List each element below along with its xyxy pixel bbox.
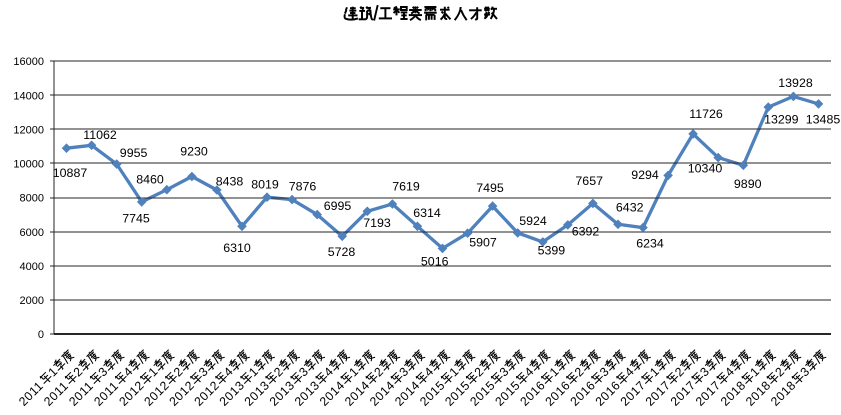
svg-text:10887: 10887 (53, 166, 88, 180)
svg-text:6234: 6234 (636, 237, 664, 251)
svg-text:5399: 5399 (538, 243, 566, 257)
svg-text:7876: 7876 (289, 179, 317, 193)
svg-text:6314: 6314 (413, 206, 441, 220)
svg-text:7495: 7495 (476, 181, 504, 195)
svg-text:9890: 9890 (734, 177, 762, 191)
svg-text:5728: 5728 (328, 245, 356, 259)
svg-text:6392: 6392 (572, 224, 600, 238)
svg-text:2000: 2000 (20, 295, 44, 307)
svg-text:6995: 6995 (324, 199, 352, 213)
svg-text:5907: 5907 (469, 235, 497, 249)
svg-text:11062: 11062 (83, 128, 117, 142)
svg-text:5016: 5016 (421, 255, 449, 269)
svg-text:6432: 6432 (616, 200, 644, 214)
svg-text:8000: 8000 (20, 193, 44, 205)
svg-text:8438: 8438 (216, 174, 244, 188)
svg-text:12000: 12000 (13, 124, 44, 136)
svg-text:8019: 8019 (251, 177, 279, 191)
svg-text:9294: 9294 (631, 168, 659, 182)
svg-text:10000: 10000 (13, 159, 44, 171)
svg-text:13485: 13485 (806, 112, 841, 126)
svg-text:7657: 7657 (575, 174, 603, 188)
svg-text:7745: 7745 (122, 211, 150, 225)
svg-text:6000: 6000 (20, 227, 44, 239)
svg-text:13299: 13299 (764, 112, 799, 126)
svg-text:13928: 13928 (778, 76, 813, 90)
svg-text:7619: 7619 (392, 179, 420, 193)
svg-text:5924: 5924 (519, 214, 547, 228)
svg-text:0: 0 (38, 329, 44, 341)
svg-text:14000: 14000 (13, 90, 44, 102)
svg-text:7193: 7193 (363, 216, 391, 230)
svg-text:6310: 6310 (223, 241, 251, 255)
svg-text:11726: 11726 (689, 107, 723, 121)
svg-text:9955: 9955 (120, 146, 148, 160)
svg-text:8460: 8460 (136, 172, 164, 186)
svg-text:16000: 16000 (13, 56, 44, 68)
svg-text:10340: 10340 (688, 162, 723, 176)
svg-text:9230: 9230 (180, 144, 208, 158)
svg-text:4000: 4000 (20, 261, 44, 273)
